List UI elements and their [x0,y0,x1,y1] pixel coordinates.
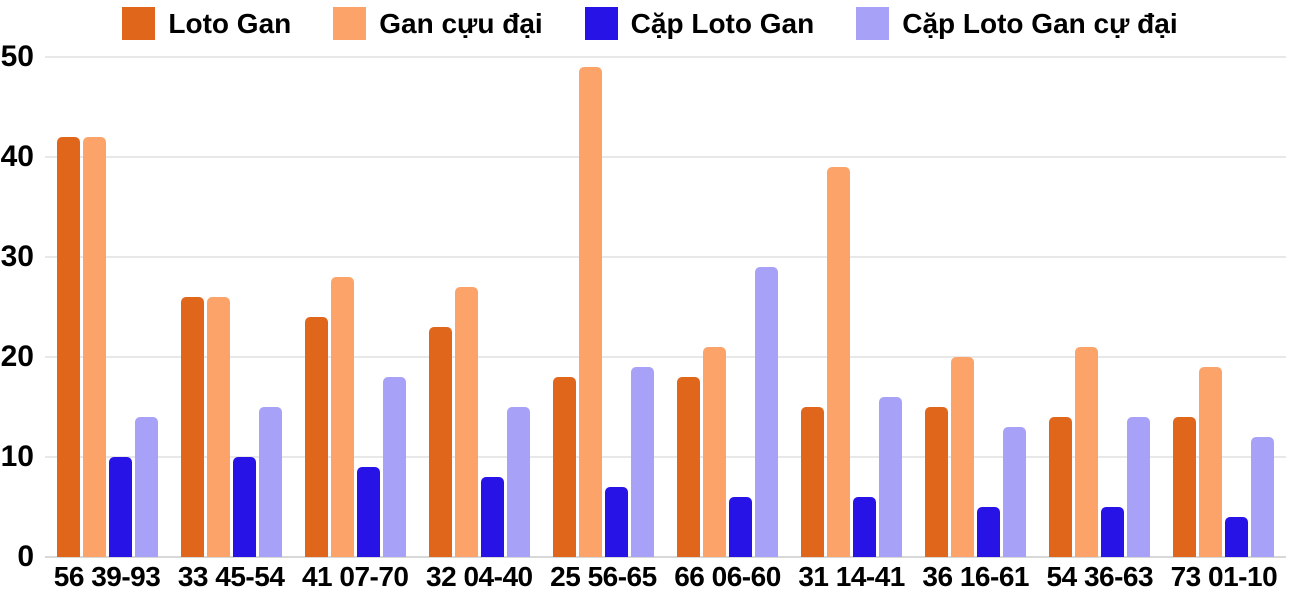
legend-label: Cặp Loto Gan cự đại [902,7,1178,39]
bar-loto-gan-73-01-10[interactable] [1173,417,1197,557]
legend-item-gan-cuu-ai: Gan cựu đại [333,7,543,40]
plot-area [45,56,1286,558]
gridline-0 [45,556,1286,558]
bar-cap-loto-gan-cu-ai-73-01-10[interactable] [1251,437,1275,557]
y-tick-label-50: 50 [0,40,34,73]
legend-item-cap-loto-gan: Cặp Loto Gan [584,7,815,40]
legend-swatch-icon [584,7,618,40]
chart-legend: Loto Gan Gan cựu đại Cặp Loto Gan Cặp Loto … [0,7,1300,40]
bar-gan-cuu-ai-25-56-65[interactable] [578,67,602,557]
bar-cap-loto-gan-cu-ai-32-04-40[interactable] [506,407,530,557]
bar-cap-loto-gan-66-06-60[interactable] [729,497,753,557]
legend-label: Loto Gan [168,7,292,39]
legend-item-cap-loto-gan-cu-ai: Cặp Loto Gan cự đại [856,7,1178,40]
bar-cap-loto-gan-56-39-93[interactable] [108,457,132,557]
bar-cap-loto-gan-54-36-63[interactable] [1101,507,1125,557]
bar-loto-gan-31-14-41[interactable] [801,407,825,557]
legend-swatch-icon [122,7,156,40]
bar-cap-loto-gan-41-07-70[interactable] [356,467,380,557]
y-tick-label-20: 20 [0,340,34,373]
bar-group-54-36-63 [1038,57,1162,557]
y-axis-labels: 0 10 20 30 40 50 [0,0,34,600]
bar-gan-cuu-ai-73-01-10[interactable] [1199,367,1223,557]
bar-group-33-45-54 [169,57,293,557]
x-tick-label-25-56-65: 25 56-65 [550,561,657,592]
x-tick-label-41-07-70: 41 07-70 [301,561,409,592]
x-tick-label-32-04-40: 32 04-40 [426,561,533,592]
legend-label: Gan cựu đại [379,7,543,39]
x-tick-label-33-45-54: 33 45-54 [177,561,285,592]
bar-group-31-14-41 [790,57,914,557]
bar-gan-cuu-ai-32-04-40[interactable] [454,287,478,557]
bar-cap-loto-gan-cu-ai-54-36-63[interactable] [1127,417,1151,557]
bar-gan-cuu-ai-56-39-93[interactable] [82,137,106,557]
bar-gan-cuu-ai-66-06-60[interactable] [703,347,727,557]
bar-cap-loto-gan-cu-ai-31-14-41[interactable] [879,397,903,557]
legend-item-loto-gan: Loto Gan [122,7,291,40]
bar-groups [45,57,1286,557]
bar-gan-cuu-ai-33-45-54[interactable] [206,297,230,557]
bar-cap-loto-gan-cu-ai-41-07-70[interactable] [382,377,406,557]
legend-swatch-icon [333,7,367,40]
x-axis-labels: 56 39-93 33 45-54 41 07-70 32 04-40 25 56-65… [45,561,1286,593]
y-tick-label-30: 30 [0,240,34,273]
bar-cap-loto-gan-73-01-10[interactable] [1225,517,1249,557]
bar-cap-loto-gan-31-14-41[interactable] [853,497,877,557]
bar-group-73-01-10 [1162,57,1286,557]
bar-cap-loto-gan-cu-ai-66-06-60[interactable] [755,267,779,557]
bar-group-36-16-61 [914,57,1038,557]
bar-group-25-56-65 [541,57,665,557]
gridline-50 [45,56,1286,58]
gridline-40 [45,156,1286,158]
y-tick-label-10: 10 [0,440,34,473]
bar-loto-gan-41-07-70[interactable] [304,317,328,557]
bar-cap-loto-gan-cu-ai-25-56-65[interactable] [630,367,654,557]
x-tick-label-66-06-60: 66 06-60 [674,561,781,592]
bar-loto-gan-33-45-54[interactable] [180,297,204,557]
bar-gan-cuu-ai-36-16-61[interactable] [951,357,975,557]
bar-loto-gan-36-16-61[interactable] [925,407,949,557]
legend-swatch-icon [856,7,890,40]
bar-cap-loto-gan-cu-ai-56-39-93[interactable] [134,417,158,557]
bar-gan-cuu-ai-54-36-63[interactable] [1075,347,1099,557]
bar-group-41-07-70 [293,57,417,557]
bar-loto-gan-32-04-40[interactable] [428,327,452,557]
bar-loto-gan-25-56-65[interactable] [552,377,576,557]
bar-cap-loto-gan-36-16-61[interactable] [977,507,1001,557]
bar-gan-cuu-ai-31-14-41[interactable] [827,167,851,557]
y-tick-label-40: 40 [0,140,34,173]
bar-gan-cuu-ai-41-07-70[interactable] [330,277,354,557]
bar-cap-loto-gan-32-04-40[interactable] [480,477,504,557]
gridline-10 [45,456,1286,458]
bar-loto-gan-56-39-93[interactable] [56,137,80,557]
bar-loto-gan-54-36-63[interactable] [1049,417,1073,557]
bar-group-56-39-93 [45,57,169,557]
x-tick-label-36-16-61: 36 16-61 [922,561,1029,592]
y-tick-label-0: 0 [17,540,34,573]
x-tick-label-56-39-93: 56 39-93 [53,561,161,592]
bar-cap-loto-gan-33-45-54[interactable] [232,457,256,557]
bar-cap-loto-gan-25-56-65[interactable] [604,487,628,557]
x-tick-label-54-36-63: 54 36-63 [1046,561,1154,592]
bar-group-32-04-40 [417,57,541,557]
gridline-30 [45,256,1286,258]
x-tick-label-73-01-10: 73 01-10 [1170,561,1278,592]
legend-label: Cặp Loto Gan [630,7,815,39]
bar-loto-gan-66-06-60[interactable] [677,377,701,557]
bar-cap-loto-gan-cu-ai-33-45-54[interactable] [258,407,282,557]
x-tick-label-31-14-41: 31 14-41 [798,561,905,592]
bar-cap-loto-gan-cu-ai-36-16-61[interactable] [1003,427,1027,557]
bar-group-66-06-60 [665,57,789,557]
gridline-20 [45,356,1286,358]
